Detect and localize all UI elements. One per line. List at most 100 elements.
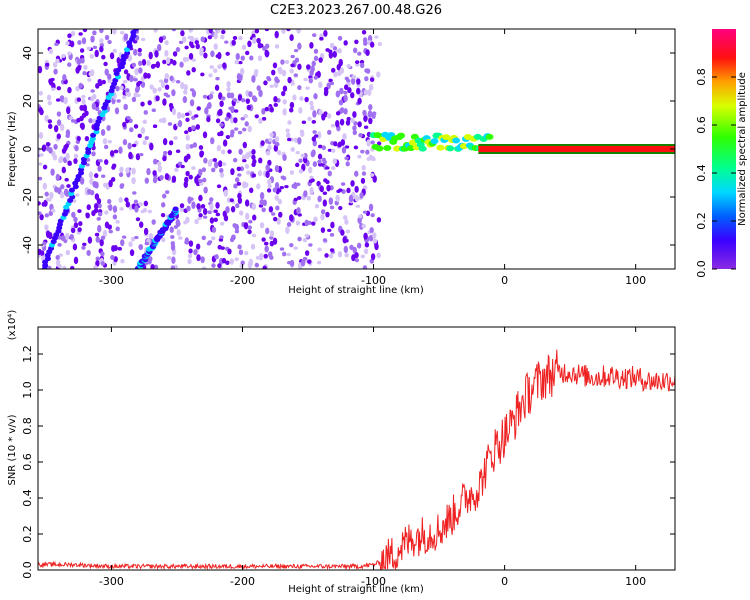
snr-panel: -300 -200 -100 0 100 0.0 0.2 0.4 0.6 0.8 1.0 1.2 He…	[7, 310, 676, 595]
spectral-noise-point	[328, 253, 334, 259]
y-tick-label: -20	[21, 188, 34, 206]
spectral-noise-point	[343, 40, 348, 46]
spectral-noise-point	[107, 140, 113, 144]
spectral-noise-point	[98, 159, 103, 163]
spectral-noise-point	[176, 229, 181, 236]
spectral-noise-point	[256, 37, 261, 44]
x-tick-label: 100	[625, 575, 646, 588]
y-tick-label: 1.2	[21, 345, 34, 363]
spectral-noise-point	[251, 203, 257, 211]
spectral-noise-point	[82, 242, 87, 247]
spectral-noise-point	[368, 83, 374, 91]
spectral-noise-point	[169, 226, 174, 233]
spectral-noise-point	[188, 174, 193, 180]
spectral-noise-point	[47, 100, 52, 106]
spectral-noise-point	[94, 105, 100, 112]
spectrogram-x-axis-label: Height of straight line (km)	[288, 285, 424, 296]
spectral-noise-point	[261, 237, 266, 242]
spectral-noise-point	[56, 133, 61, 140]
spectral-noise-point	[151, 63, 157, 68]
spectral-noise-point	[290, 81, 295, 86]
spectral-noise-point	[265, 150, 271, 156]
spectral-noise-point	[347, 87, 352, 94]
spectral-noise-point	[352, 246, 357, 254]
spectral-noise-point	[75, 193, 80, 197]
spectral-noise-point	[342, 133, 347, 141]
spectral-noise-point	[281, 90, 286, 97]
spectral-noise-point	[361, 171, 367, 176]
spectral-noise-point	[88, 117, 93, 124]
spectral-noise-point	[338, 188, 343, 192]
spectral-noise-point	[219, 221, 225, 226]
x-tick-label: -200	[230, 575, 255, 588]
spectral-noise-point	[156, 161, 162, 167]
spectral-noise-point	[97, 203, 102, 209]
spectral-noise-point	[77, 209, 82, 214]
spectral-noise-point	[326, 82, 331, 90]
spectral-noise-point	[90, 89, 95, 93]
spectral-noise-point	[289, 214, 294, 222]
spectral-noise-point	[187, 196, 192, 204]
spectral-noise-point	[313, 48, 319, 54]
spectral-noise-point	[152, 87, 157, 94]
spectral-noise-point	[319, 36, 324, 41]
spectral-noise-point	[95, 236, 100, 243]
spectral-noise-point	[321, 113, 326, 121]
spectral-noise-point	[79, 104, 84, 111]
spectral-noise-point	[345, 161, 350, 167]
spectral-noise-point	[55, 173, 61, 182]
spectral-noise-point	[149, 142, 154, 151]
spectral-noise-point	[239, 264, 244, 268]
spectral-noise-point	[77, 65, 82, 69]
spectral-noise-point	[38, 107, 43, 114]
spectral-noise-point	[243, 113, 248, 119]
spectral-noise-point	[284, 184, 289, 189]
spectral-noise-point	[361, 223, 366, 229]
spectral-noise-point	[198, 194, 203, 202]
spectral-noise-point	[318, 109, 323, 116]
spectral-noise-point	[180, 30, 185, 37]
colorbar-tick-label: 0.4	[695, 164, 708, 182]
spectral-noise-point	[248, 91, 253, 98]
spectral-noise-point	[209, 217, 215, 224]
spectral-noise-point	[73, 158, 78, 165]
spectral-noise-point	[92, 30, 97, 36]
spectral-noise-point	[63, 96, 68, 105]
spectral-noise-point	[354, 252, 359, 259]
spectral-noise-point	[76, 135, 81, 142]
spectral-noise-point	[185, 117, 190, 122]
spectral-noise-point	[80, 57, 85, 64]
spectral-noise-point	[220, 34, 225, 40]
spectral-noise-point	[219, 172, 225, 178]
spectral-noise-point	[211, 236, 216, 241]
spectral-noise-point	[211, 167, 216, 173]
spectral-noise-point	[113, 149, 119, 154]
spectral-noise-point	[190, 125, 196, 131]
spectral-noise-point	[148, 51, 153, 60]
spectral-noise-point	[295, 220, 301, 226]
spectral-noise-point	[52, 61, 58, 68]
spectral-noise-point	[67, 62, 72, 67]
spectral-noise-point	[231, 39, 236, 46]
spectral-noise-point	[74, 145, 79, 152]
spectral-noise-point	[207, 102, 212, 109]
spectral-noise-point	[327, 170, 332, 177]
spectral-noise-point	[354, 258, 360, 263]
spectral-noise-point	[38, 132, 44, 139]
spectral-noise-point	[281, 251, 287, 257]
spectral-noise-point	[363, 248, 369, 255]
spectral-noise-point	[209, 197, 214, 202]
spectral-noise-point	[359, 192, 364, 199]
spectral-noise-point	[107, 73, 112, 80]
spectral-noise-point	[101, 79, 106, 85]
spectral-noise-point	[188, 248, 193, 254]
y-tick-label: -40	[21, 236, 34, 254]
spectral-noise-point	[113, 256, 118, 263]
spectral-noise-point	[134, 67, 139, 76]
spectral-noise-point	[50, 168, 55, 176]
spectral-noise-point	[245, 212, 250, 220]
spectral-noise-point	[239, 166, 245, 172]
spectral-noise-point	[251, 95, 257, 101]
spectral-noise-point	[106, 124, 111, 132]
spectral-noise-point	[153, 29, 158, 33]
